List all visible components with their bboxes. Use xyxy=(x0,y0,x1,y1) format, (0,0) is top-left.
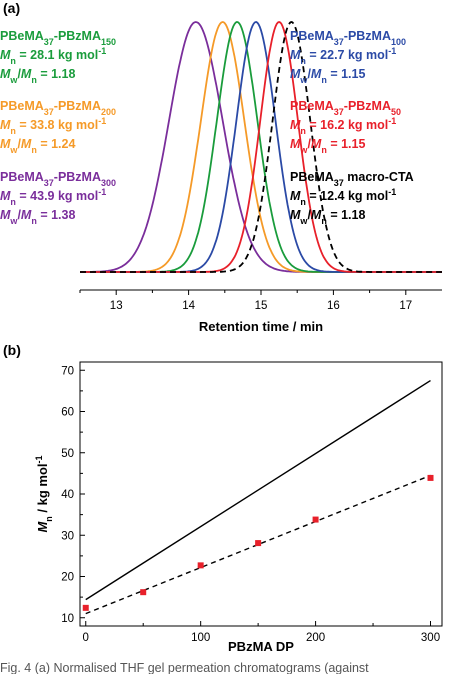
data-point xyxy=(255,540,262,547)
y-tick-label: 60 xyxy=(61,407,74,419)
fit-line-dashed xyxy=(85,474,431,615)
annotation-line: PBeMA37-PBzMA300 xyxy=(0,170,116,188)
x-axis-ticks: 13 14 15 16 17 xyxy=(79,290,412,312)
annotation-line: Mw/Mn = 1.38 xyxy=(0,208,75,226)
annotation-line: PBeMA37-PBzMA100 xyxy=(290,29,406,47)
x-tick-label: 15 xyxy=(255,300,268,312)
annotation-line: PBeMA37-PBzMA50 xyxy=(290,99,401,117)
x-tick-label: 14 xyxy=(182,300,195,312)
x-tick-label: 100 xyxy=(191,632,210,644)
annotation-line: PBeMA37-PBzMA200 xyxy=(0,99,116,117)
data-point xyxy=(427,474,434,481)
annotation-line: Mn = 43.9 kg mol-1 xyxy=(0,187,106,207)
y-tick-label: 50 xyxy=(61,448,74,460)
mn-vs-dp-chart: 0 100 200 300 10 20 30 40 50 60 70 PBzMA DP Mn / k… xyxy=(34,361,443,654)
fit-lines xyxy=(85,379,431,615)
y-axis-title: Mn / kg mol-1 xyxy=(34,455,54,532)
y-tick-label: 10 xyxy=(61,613,74,625)
axis-ticks: 0 100 200 300 10 20 30 40 50 60 70 xyxy=(61,365,440,644)
annotation-line: PBeMA37-PBzMA150 xyxy=(0,29,116,47)
data-point xyxy=(197,562,204,569)
annotation-line: Mw/Mn = 1.18 xyxy=(0,67,75,85)
annotation-line: Mw/Mn = 1.24 xyxy=(0,137,75,155)
y-tick-label: 40 xyxy=(61,489,74,501)
plot-frame xyxy=(79,361,443,627)
panel-a-label: (a) xyxy=(3,0,20,16)
annotation-line: Mw/Mn = 1.18 xyxy=(290,208,365,226)
caption-fragment: Fig. 4 (a) Normalised THF gel permeation… xyxy=(0,661,369,674)
data-point xyxy=(312,516,319,523)
x-axis-title: PBzMA DP xyxy=(228,639,294,654)
y-tick-label: 70 xyxy=(61,365,74,377)
annotation-line: Mn = 33.8 kg mol-1 xyxy=(0,116,106,136)
data-point xyxy=(82,604,89,611)
y-tick-label: 20 xyxy=(61,572,74,584)
data-points xyxy=(82,474,434,611)
annotation-line: Mn = 28.1 kg mol-1 xyxy=(0,46,106,66)
panel-b-label: (b) xyxy=(3,342,21,358)
annotation-line: Mn = 12.4 kg mol-1 xyxy=(290,187,396,207)
x-tick-label: 0 xyxy=(83,632,89,644)
x-tick-label: 200 xyxy=(306,632,325,644)
chromatogram-curves xyxy=(80,21,442,273)
annotation-line: Mw/Mn = 1.15 xyxy=(290,67,365,85)
annotation-line: Mw/Mn = 1.15 xyxy=(290,137,365,155)
annotation-line: PBeMA37 macro-CTA xyxy=(290,170,414,188)
y-tick-label: 30 xyxy=(61,530,74,542)
x-tick-label: 17 xyxy=(399,300,412,312)
annotation-line: Mn = 22.7 kg mol-1 xyxy=(290,46,396,66)
theoretical-line xyxy=(85,379,431,601)
x-tick-label: 16 xyxy=(327,300,340,312)
x-tick-label: 13 xyxy=(110,300,123,312)
data-point xyxy=(140,589,147,596)
x-axis-title: Retention time / min xyxy=(199,319,323,334)
annotation-line: Mn = 16.2 kg mol-1 xyxy=(290,116,396,136)
chromatogram-curve xyxy=(80,21,442,273)
x-tick-label: 300 xyxy=(421,632,440,644)
